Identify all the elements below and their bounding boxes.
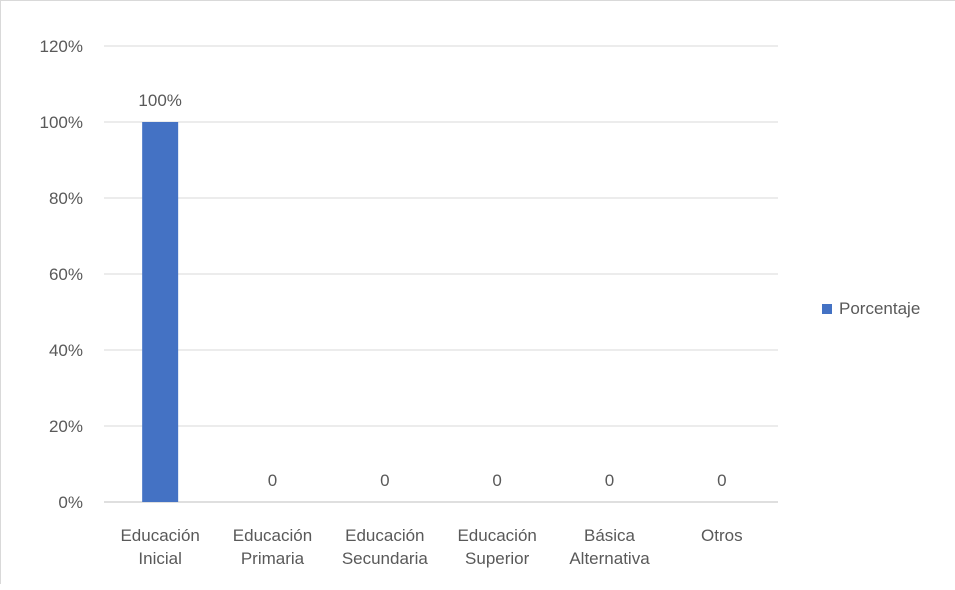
y-tick-label: 120% xyxy=(40,37,83,56)
x-axis-category-labels: Educación Inicial Educación Primaria Educaci… xyxy=(120,526,742,568)
data-label: 0 xyxy=(717,471,726,490)
data-label: 100% xyxy=(138,91,181,110)
x-tick-label: Otros xyxy=(701,526,743,545)
x-tick-label: Básica Alternativa xyxy=(569,526,650,568)
y-tick-label: 40% xyxy=(49,341,83,360)
y-tick-label: 0% xyxy=(58,493,83,512)
bars xyxy=(142,122,179,502)
legend: Porcentaje xyxy=(822,299,920,318)
data-label: 0 xyxy=(380,471,389,490)
legend-label-porcentaje: Porcentaje xyxy=(839,299,920,318)
bar xyxy=(142,122,179,502)
y-tick-label: 100% xyxy=(40,113,83,132)
data-label: 0 xyxy=(605,471,614,490)
x-tick-label: Educación Primaria xyxy=(233,526,312,568)
legend-swatch-porcentaje xyxy=(822,304,832,314)
y-tick-label: 20% xyxy=(49,417,83,436)
x-tick-label: Educación Secundaria xyxy=(342,526,429,568)
data-label: 0 xyxy=(492,471,501,490)
x-tick-label: Educación Superior xyxy=(457,526,536,568)
y-axis-tick-labels: 0% 20% 40% 60% 80% 100% 120% xyxy=(40,37,83,512)
y-tick-label: 80% xyxy=(49,189,83,208)
x-tick-label: Educación Inicial xyxy=(120,526,199,568)
y-tick-label: 60% xyxy=(49,265,83,284)
gridlines xyxy=(104,45,778,503)
data-labels: 100% 0 0 0 0 0 xyxy=(138,91,726,490)
data-label: 0 xyxy=(268,471,277,490)
